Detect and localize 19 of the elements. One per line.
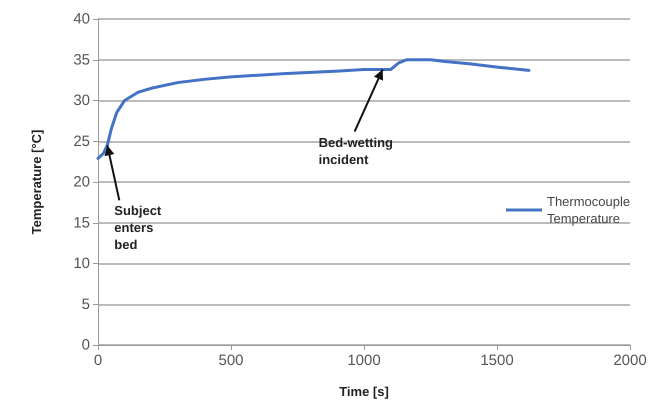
annotation: Subject enters bed — [114, 202, 162, 254]
y-tick-label: 20 — [73, 174, 90, 190]
y-tick-label: 10 — [73, 255, 90, 272]
y-tick-label: 15 — [73, 214, 90, 232]
annotation: Bed-wetting incident — [318, 134, 394, 168]
legend-label: Thermocouple Temperature — [547, 194, 634, 226]
y-tick-label: 5 — [82, 296, 90, 313]
y-tick-label: 40 — [73, 10, 90, 28]
y-tick-label: 30 — [73, 92, 90, 109]
y-tick-label: 35 — [73, 51, 90, 68]
y-axis-title: Temperature [°C] — [29, 130, 44, 234]
x-axis-title: Time [s] — [339, 384, 389, 399]
x-tick-label: 1000 — [347, 352, 381, 369]
x-tick-label: 1500 — [480, 352, 514, 369]
y-tick-label: 0 — [82, 336, 90, 354]
y-tick-label: 25 — [73, 132, 90, 150]
x-tick-label: 0 — [94, 352, 102, 369]
x-tick-label: 2000 — [613, 352, 647, 369]
x-tick-label: 500 — [218, 352, 244, 369]
